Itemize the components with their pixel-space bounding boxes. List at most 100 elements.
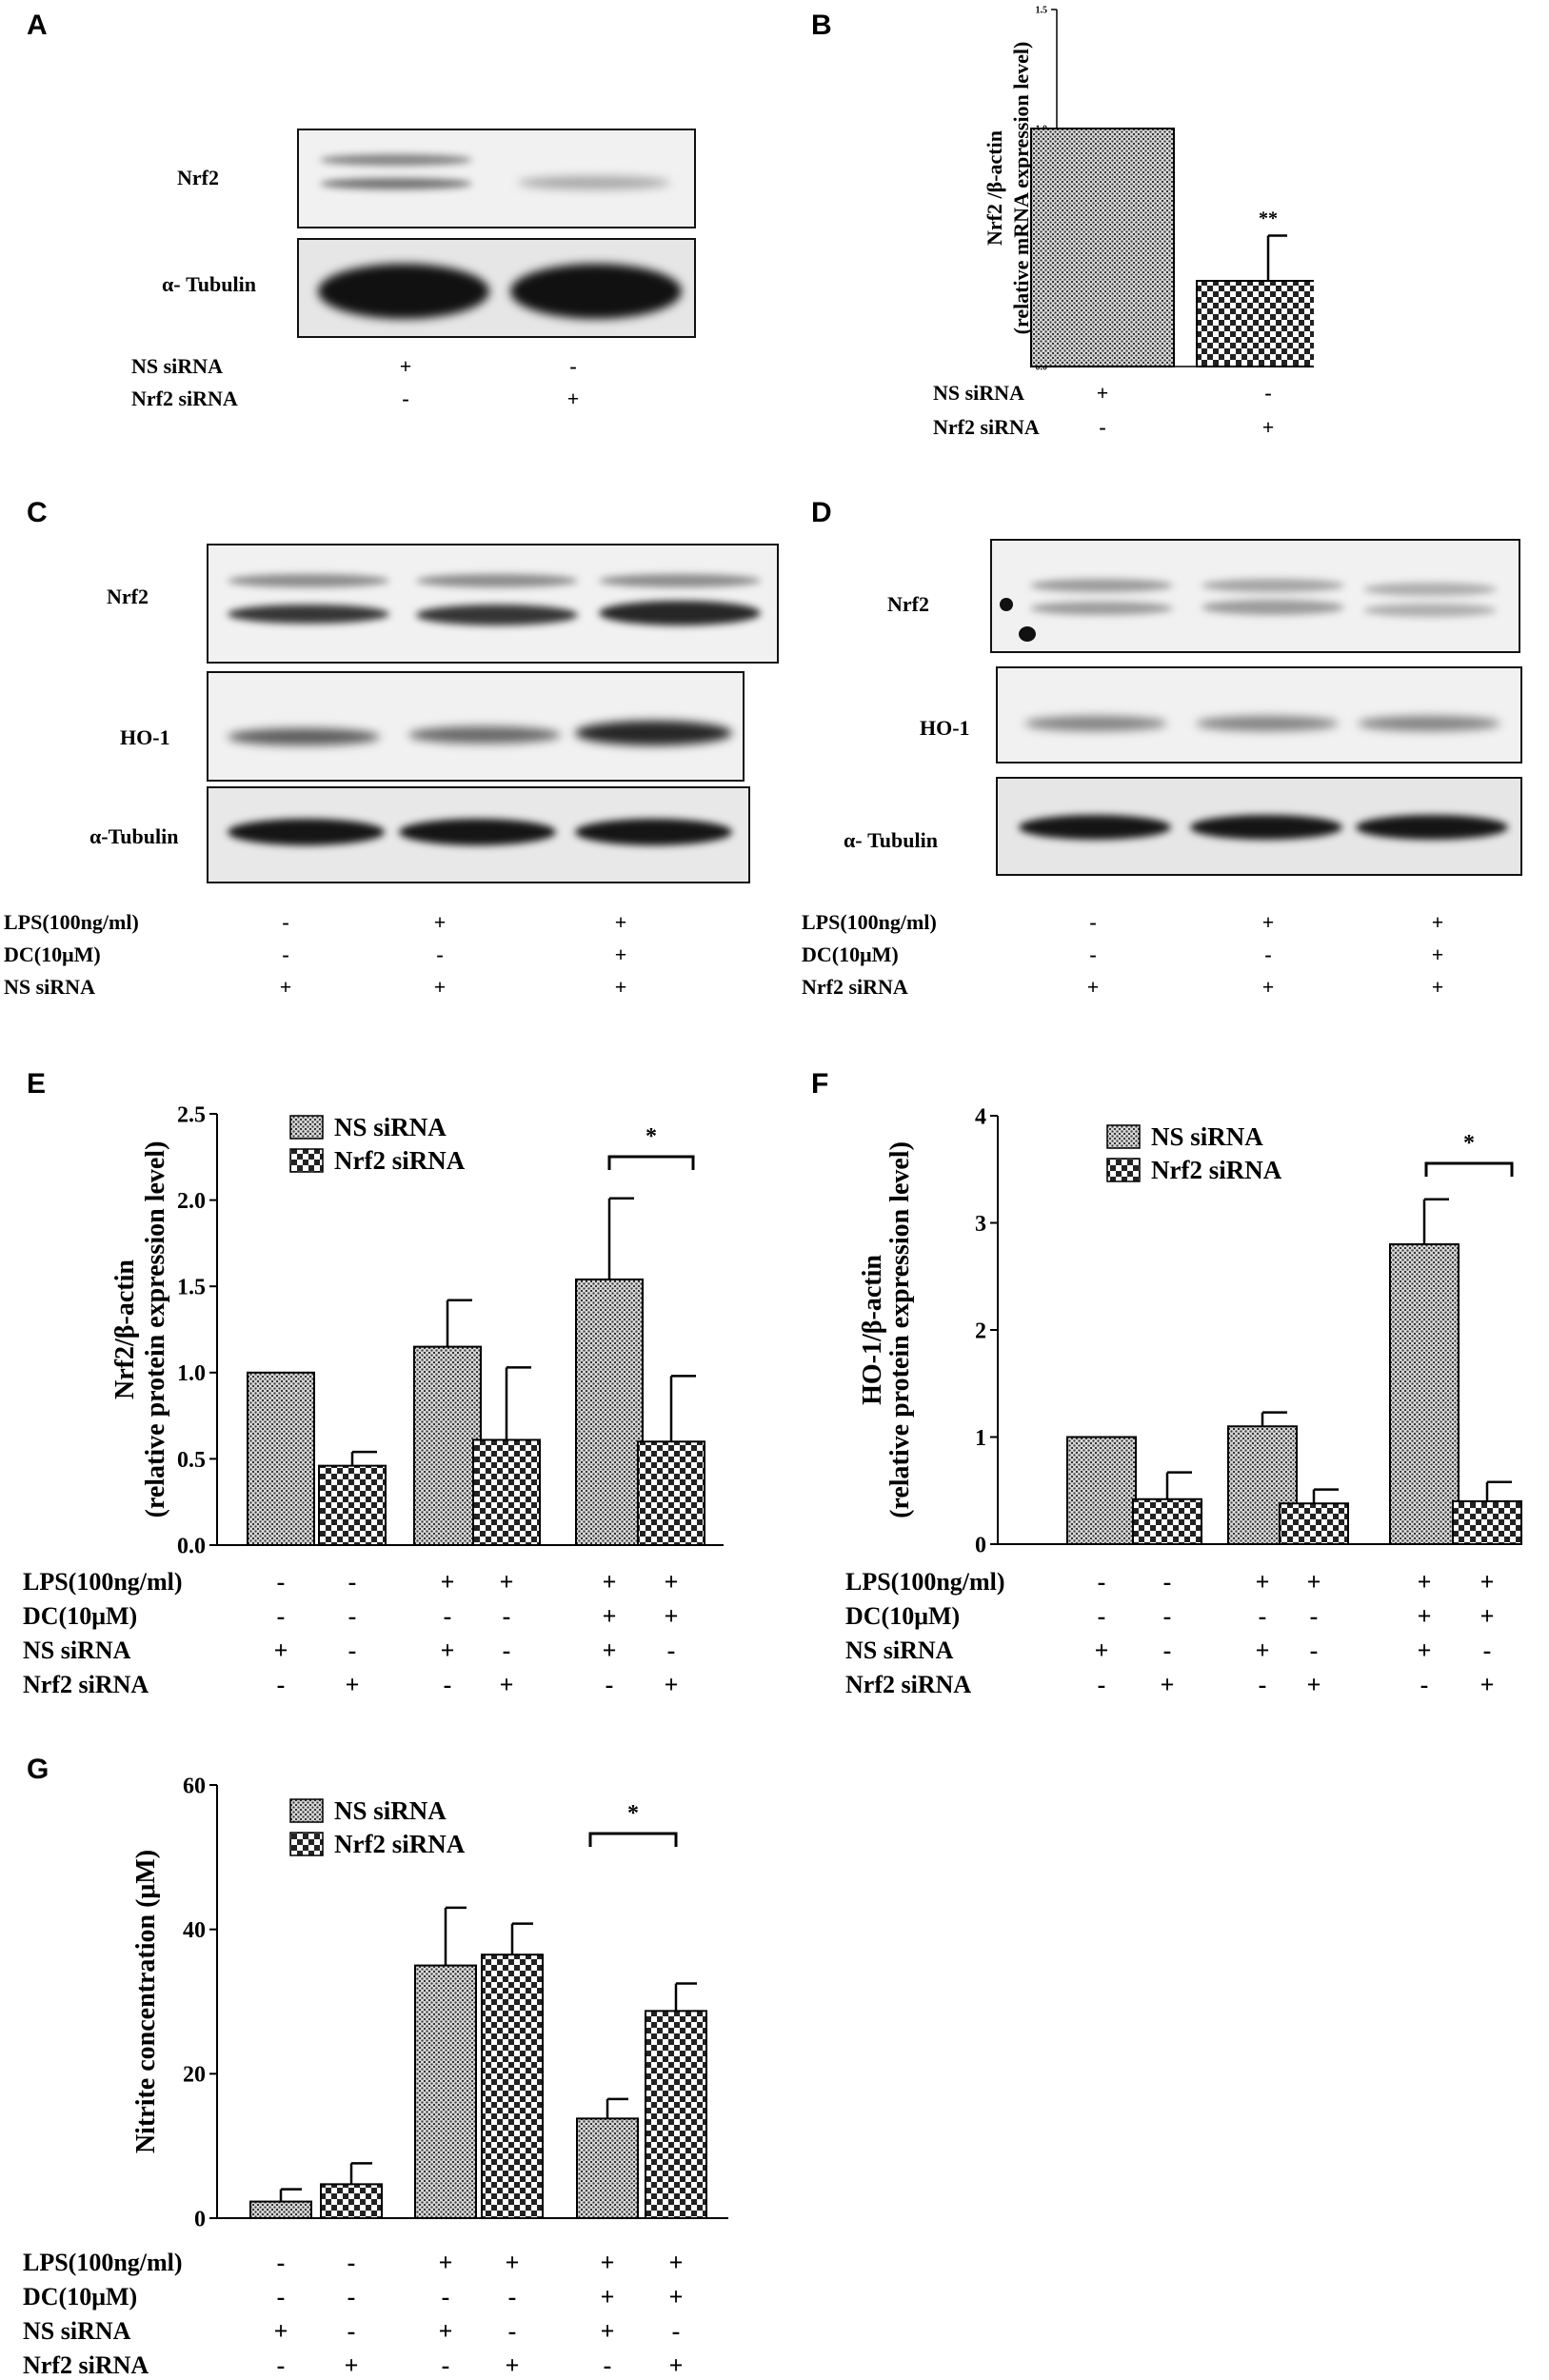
blot-d-row-tubulin: α- Tubulin xyxy=(844,828,938,852)
blot-c-row-ho1: HO-1 xyxy=(120,725,170,749)
condition-sign: - xyxy=(667,1636,676,1664)
bar xyxy=(413,1345,482,1546)
legend-swatch xyxy=(1106,1158,1141,1182)
blot-c-tubulin xyxy=(207,786,750,883)
bar xyxy=(1389,1243,1460,1545)
blot-d-sign: + xyxy=(1086,975,1100,999)
significance-bracket xyxy=(607,1155,695,1170)
blot-d-sign: + xyxy=(1261,910,1275,934)
condition-sign: - xyxy=(348,2317,356,2345)
blot-a-row-nrf2: Nrf2 xyxy=(177,166,219,189)
blot-c-row-tubulin: α-Tubulin xyxy=(89,824,179,848)
condition-sign: + xyxy=(665,1568,679,1596)
chart-e: 0.0 0.5 1.0 1.5 2.0 2.5 Nrf2/β-actin (relative … xyxy=(23,1102,724,1698)
legend-label: NS siRNA xyxy=(1151,1122,1263,1151)
panel-a-label: A xyxy=(27,10,48,41)
blot-d-ho1 xyxy=(996,666,1522,764)
condition-label: NS siRNA xyxy=(23,2317,131,2345)
condition-sign: - xyxy=(1098,1602,1106,1630)
legend-label: Nrf2 siRNA xyxy=(334,1830,466,1858)
y-tick-label: 40 xyxy=(183,1918,206,1943)
significance-mark: * xyxy=(1463,1131,1475,1156)
y-tick-label: 60 xyxy=(183,1774,206,1798)
condition-sign: - xyxy=(277,1671,286,1698)
condition-sign: + xyxy=(506,2249,520,2276)
blot-d-sign: + xyxy=(1431,975,1444,999)
blot-a-row-tubulin: α- Tubulin xyxy=(162,272,256,296)
y-axis-label: Nrf2 /β-actin xyxy=(983,130,1006,246)
condition-sign: + xyxy=(1418,1602,1432,1630)
condition-sign: + xyxy=(669,2283,684,2311)
cond-c-dc: DC(10μM) xyxy=(4,942,101,966)
y-axis-label-2: (relative mRNA expression level) xyxy=(1009,42,1033,335)
condition-sign: + xyxy=(345,2351,359,2379)
blot-d-sign: - xyxy=(1089,910,1097,934)
blot-c-sign: + xyxy=(614,975,627,999)
legend-label: NS siRNA xyxy=(334,1796,447,1825)
panel-b-label: B xyxy=(811,10,832,41)
significance-mark: * xyxy=(645,1124,657,1149)
condition-sign: - xyxy=(348,1636,357,1664)
legend-label: Nrf2 siRNA xyxy=(334,1146,466,1175)
condition-sign: - xyxy=(348,2283,356,2311)
bar xyxy=(1196,280,1314,367)
condition-sign: - xyxy=(672,2317,681,2345)
significance-mark: * xyxy=(627,1801,639,1826)
y-tick-label: 2 xyxy=(975,1319,986,1343)
condition-sign: - xyxy=(442,2283,450,2311)
bar xyxy=(1279,1502,1349,1545)
blot-c-sign: + xyxy=(279,975,292,999)
bar xyxy=(1132,1497,1202,1545)
condition-sign: + xyxy=(1161,1671,1175,1698)
blot-d-sign: + xyxy=(1431,910,1444,934)
condition-sign: + xyxy=(439,2249,453,2276)
condition-sign: + xyxy=(601,2317,615,2345)
condition-sign: + xyxy=(669,2351,684,2379)
sign: + xyxy=(566,387,580,410)
bar xyxy=(472,1438,541,1546)
condition-sign: - xyxy=(1483,1636,1492,1664)
condition-sign: + xyxy=(603,1636,617,1664)
blot-d-tubulin xyxy=(996,777,1522,876)
condition-sign: - xyxy=(508,2283,517,2311)
y-tick-label: 1.0 xyxy=(177,1361,206,1386)
chart-g: 0 20 40 60 Nitrite concentration (μM) * NS siR… xyxy=(23,1774,728,2379)
condition-sign: - xyxy=(508,2317,517,2345)
blot-d-sign: - xyxy=(1264,942,1272,966)
blot-c-sign: + xyxy=(614,910,627,934)
condition-sign: - xyxy=(1163,1568,1172,1596)
y-tick-label: 0 xyxy=(194,2207,206,2231)
condition-sign: - xyxy=(503,1636,511,1664)
bar xyxy=(576,2117,639,2220)
condition-sign: + xyxy=(346,1671,360,1698)
condition-sign: + xyxy=(1262,415,1275,439)
bar xyxy=(645,2010,707,2219)
condition-sign: + xyxy=(441,1636,455,1664)
condition-sign: + xyxy=(1256,1636,1270,1664)
y-tick-label: 2.0 xyxy=(177,1189,206,1214)
condition-sign: - xyxy=(444,1602,452,1630)
condition-sign: + xyxy=(1480,1602,1495,1630)
condition-sign: - xyxy=(503,1602,511,1630)
condition-sign: - xyxy=(1264,381,1271,405)
bar xyxy=(575,1278,644,1546)
condition-label: Nrf2 siRNA xyxy=(23,1671,149,1698)
condition-sign: - xyxy=(1259,1602,1267,1630)
cond-c-lps: LPS(100ng/ml) xyxy=(4,910,139,934)
condition-sign: - xyxy=(1420,1671,1429,1698)
legend-swatch xyxy=(289,1115,324,1140)
blot-d-row-ho1: HO-1 xyxy=(920,716,970,740)
condition-sign: + xyxy=(506,2351,520,2379)
condition-label: LPS(100ng/ml) xyxy=(23,2249,183,2276)
legend-swatch xyxy=(289,1148,324,1173)
panel-g-label: G xyxy=(27,1754,50,1785)
legend-swatch xyxy=(1106,1124,1141,1149)
y-axis-label-2: (relative protein expression level) xyxy=(885,1141,915,1518)
condition-sign: - xyxy=(604,2351,612,2379)
condition-sign: + xyxy=(603,1568,617,1596)
condition-sign: - xyxy=(348,1602,357,1630)
bar xyxy=(1066,1436,1137,1545)
condition-sign: + xyxy=(274,2317,288,2345)
condition-label: Nrf2 siRNA xyxy=(933,415,1040,439)
blot-c-ho1 xyxy=(207,671,745,782)
